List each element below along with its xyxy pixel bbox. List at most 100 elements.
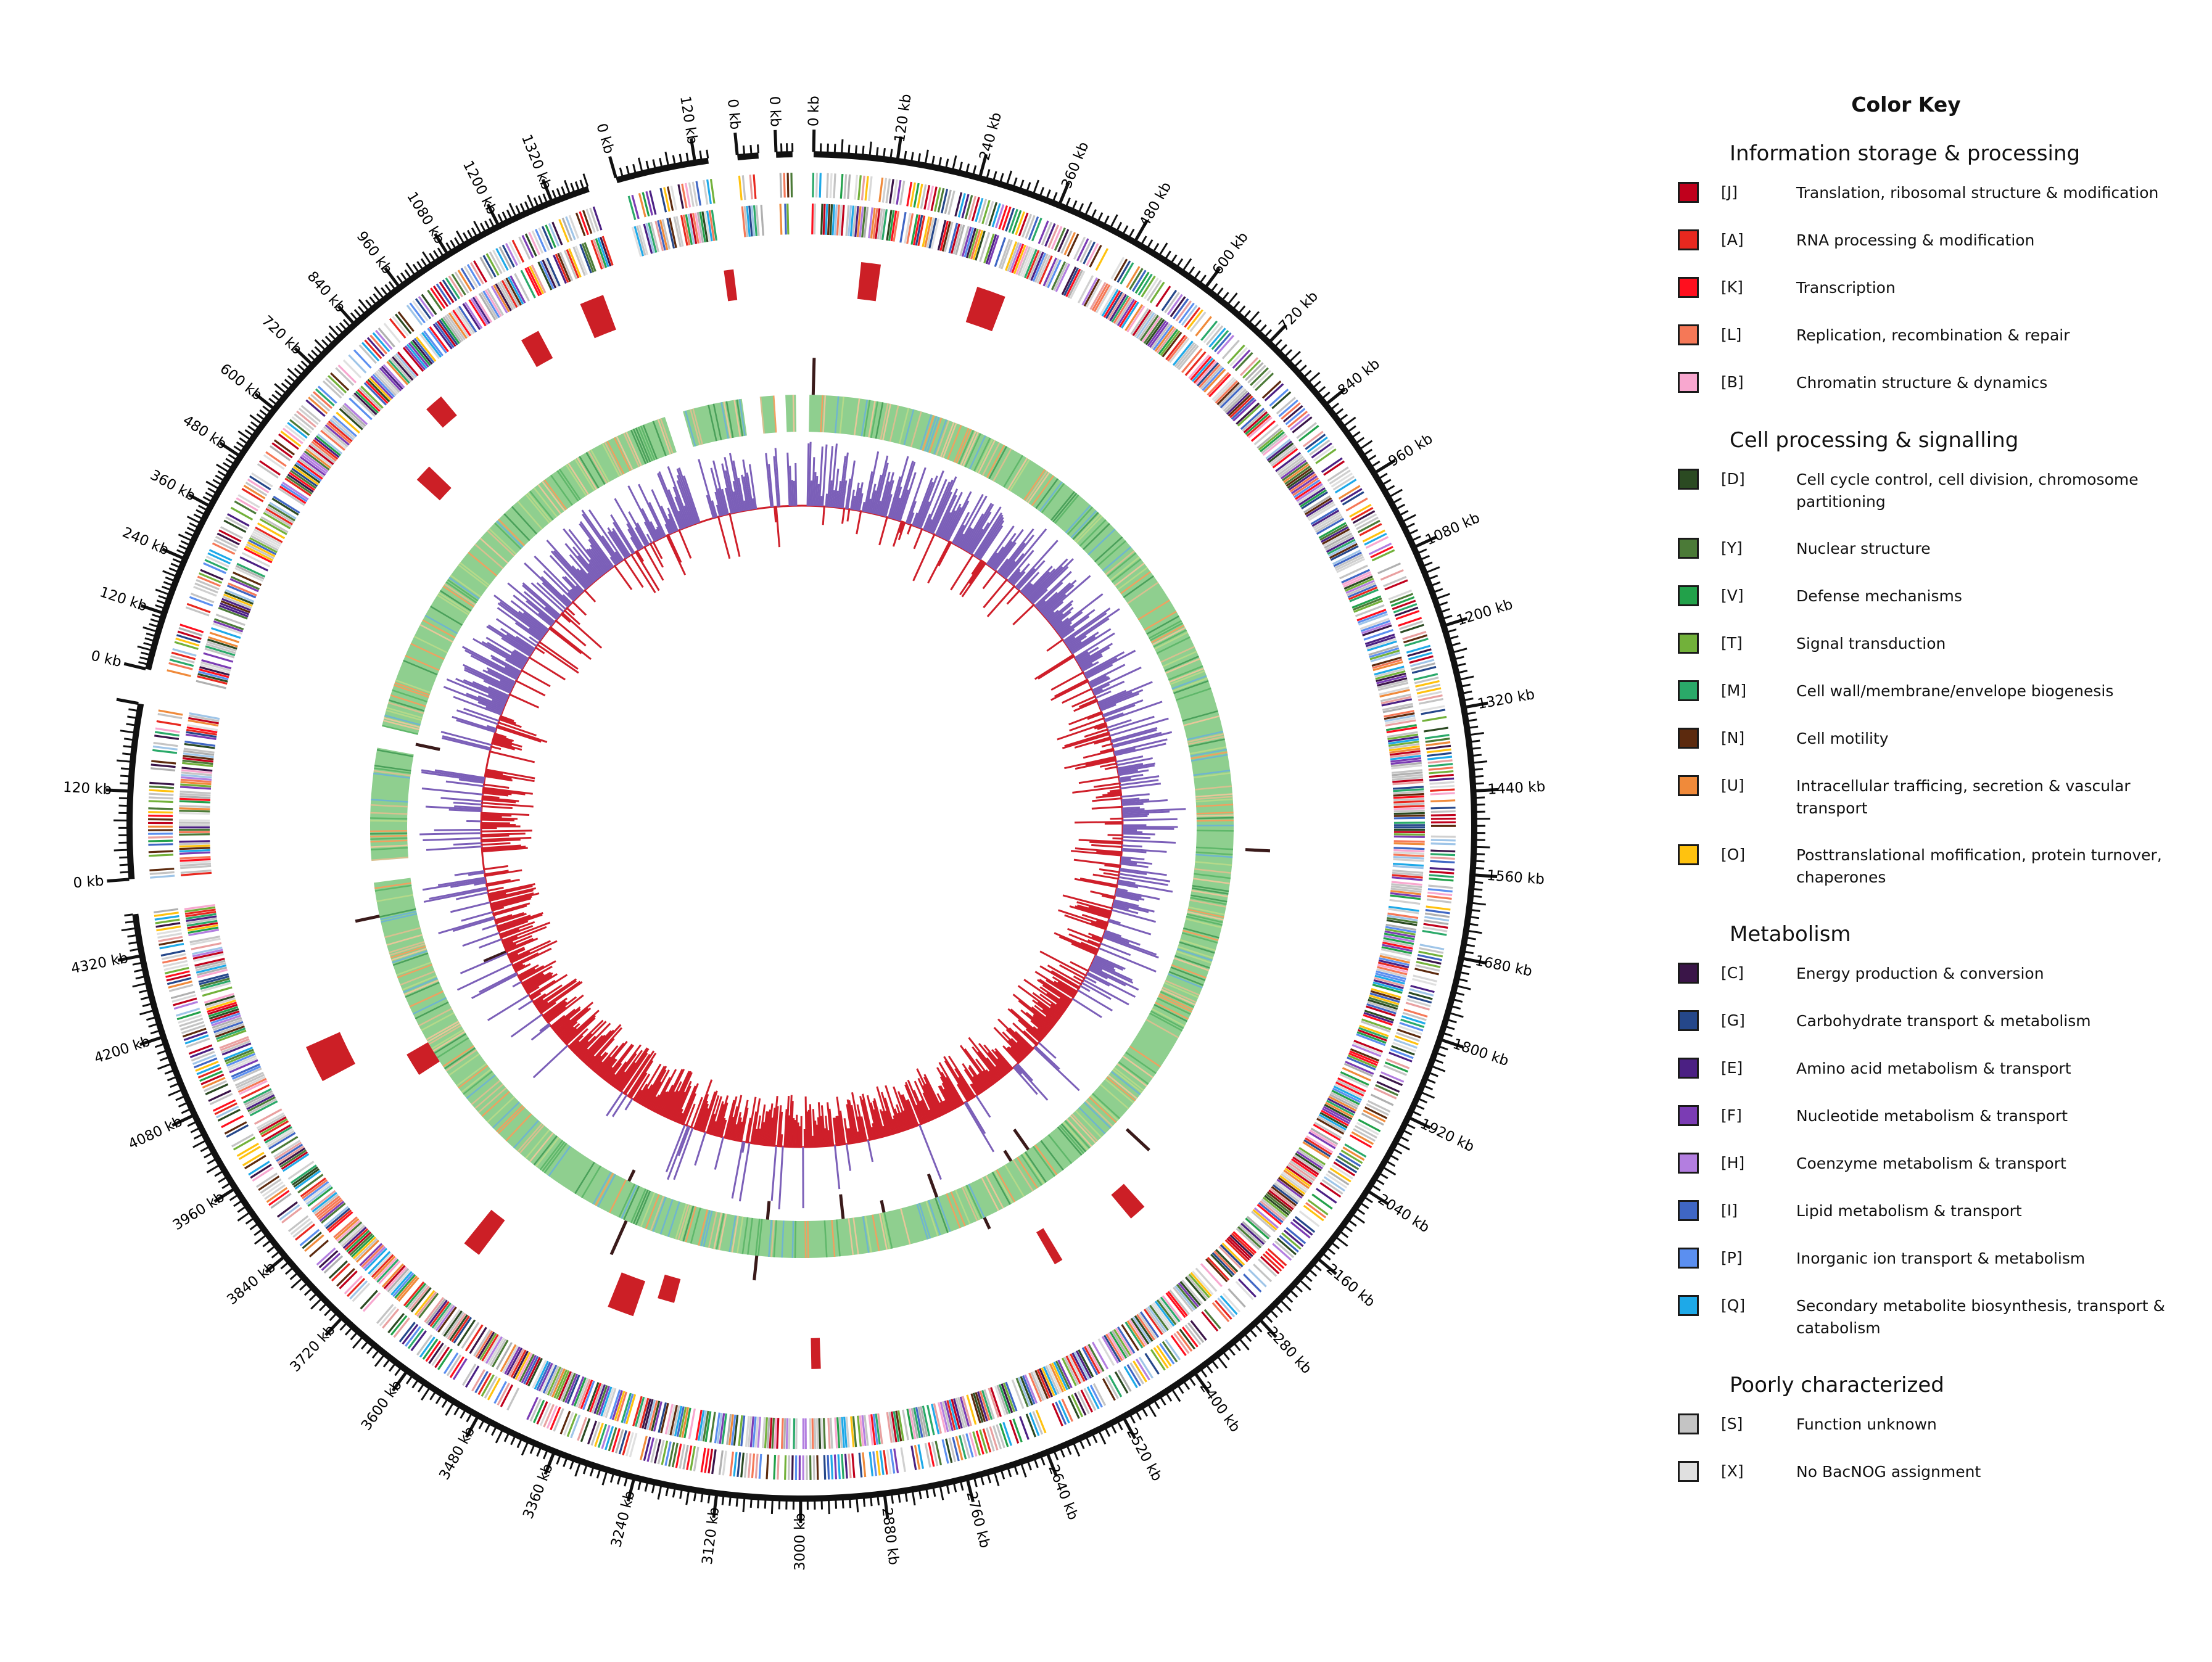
legend-code: [U] — [1721, 776, 1744, 794]
scale-tick — [167, 1076, 176, 1082]
scale-tick — [205, 492, 214, 498]
gc-window — [1145, 1019, 1179, 1039]
gc-window — [637, 426, 653, 462]
cog-gene-mark — [1319, 524, 1348, 541]
skew-bar — [488, 693, 507, 703]
scale-tick — [651, 1484, 655, 1494]
skew-bar — [959, 527, 972, 548]
cog-gene-mark — [167, 669, 191, 677]
cog-gene-mark — [1165, 334, 1186, 361]
skew-bar — [918, 501, 930, 529]
skew-bar — [1096, 850, 1122, 855]
cog-gene-mark — [1412, 977, 1437, 986]
cog-gene-mark — [848, 205, 852, 237]
skew-bar — [530, 582, 564, 613]
cog-gene-mark — [194, 958, 225, 967]
cog-gene-mark — [1197, 362, 1219, 387]
cog-gene-mark — [268, 1132, 296, 1150]
cog-gene-mark — [389, 318, 406, 339]
skew-bar — [1117, 881, 1173, 893]
cog-gene-mark — [648, 1400, 658, 1431]
scale-tick — [1105, 1428, 1111, 1438]
skew-bar — [897, 1091, 913, 1129]
skew-bar — [643, 1066, 667, 1106]
cog-gene-mark — [501, 1345, 519, 1373]
gc-window — [1193, 769, 1231, 776]
skew-bar — [464, 669, 511, 693]
skew-bar — [1083, 749, 1114, 759]
cog-gene-mark — [148, 796, 174, 800]
legend-item: [L] Replication, recombination & repair — [1678, 324, 2208, 372]
cog-gene-mark — [841, 1417, 845, 1448]
skew-bar — [482, 844, 521, 849]
skew-bar — [666, 535, 687, 575]
gc-window — [601, 443, 621, 477]
cog-gene-mark — [225, 1048, 254, 1063]
cog-gene-mark — [653, 1401, 662, 1432]
skew-bar — [1038, 591, 1058, 611]
cog-gene-mark — [451, 273, 466, 296]
skew-bar — [603, 1066, 613, 1079]
gc-window — [635, 427, 651, 463]
skew-bar — [461, 646, 519, 678]
cog-gene-mark — [1135, 1359, 1150, 1381]
cog-gene-mark — [740, 1415, 746, 1447]
gc-window — [1178, 945, 1214, 959]
cog-gene-mark — [658, 1402, 667, 1433]
skew-bar — [468, 871, 485, 876]
cog-gene-mark — [648, 222, 658, 253]
cog-gene-mark — [1348, 1052, 1378, 1066]
cog-gene-mark — [1357, 519, 1380, 533]
gc-window — [1052, 493, 1078, 522]
scale-tick — [1472, 746, 1481, 750]
cog-gene-mark — [1097, 1338, 1115, 1366]
skew-bar — [894, 1108, 903, 1132]
skew-bar — [1091, 964, 1103, 971]
scale-tick — [529, 1445, 535, 1454]
cog-gene-mark — [382, 364, 405, 389]
cog-gene-mark — [1036, 1369, 1051, 1399]
gc-window — [1196, 819, 1234, 822]
skew-bar — [1120, 863, 1149, 868]
cog-gene-mark — [1384, 579, 1408, 591]
gc-window — [973, 437, 991, 472]
cog-gene-mark — [812, 173, 815, 198]
cog-gene-mark — [1292, 477, 1319, 496]
cog-gene-mark — [844, 1454, 848, 1479]
cog-gene-mark — [495, 283, 512, 311]
gc-window — [1192, 885, 1229, 892]
cog-gene-mark — [886, 1449, 892, 1475]
gc-window — [448, 577, 480, 600]
gc-window — [550, 474, 573, 506]
cog-gene-mark — [284, 477, 312, 497]
cog-gene-mark — [160, 950, 186, 957]
skew-bar — [509, 693, 540, 709]
skew-bar — [676, 468, 698, 524]
cog-gene-mark — [1050, 226, 1063, 250]
cog-gene-mark — [157, 929, 182, 936]
skew-bar — [1039, 978, 1072, 1001]
scale-tick — [454, 237, 460, 246]
cog-gene-mark — [157, 932, 183, 939]
gc-window — [413, 635, 448, 654]
gc-window — [652, 1196, 667, 1232]
scale-tick — [904, 150, 907, 160]
skew-bar — [673, 1080, 692, 1121]
skew-bar — [572, 601, 587, 616]
cog-gene-mark — [1369, 647, 1400, 658]
cog-gene-mark — [1031, 218, 1042, 242]
skew-bar — [1036, 600, 1046, 609]
scale-label: 120 kb — [62, 780, 112, 798]
cog-gene-mark — [1178, 345, 1199, 371]
skew-bar — [1097, 725, 1107, 730]
cog-gene-mark — [841, 1454, 844, 1479]
skew-bar — [462, 932, 500, 947]
cog-gene-mark — [214, 1102, 237, 1116]
gc-window — [928, 1199, 941, 1236]
cog-gene-mark — [1406, 998, 1431, 1008]
gc-window — [445, 1049, 477, 1072]
legend-title: Color Key — [1851, 93, 1961, 117]
skew-bar — [479, 972, 518, 993]
cog-gene-mark — [1393, 849, 1425, 853]
cog-gene-mark — [1221, 339, 1240, 360]
